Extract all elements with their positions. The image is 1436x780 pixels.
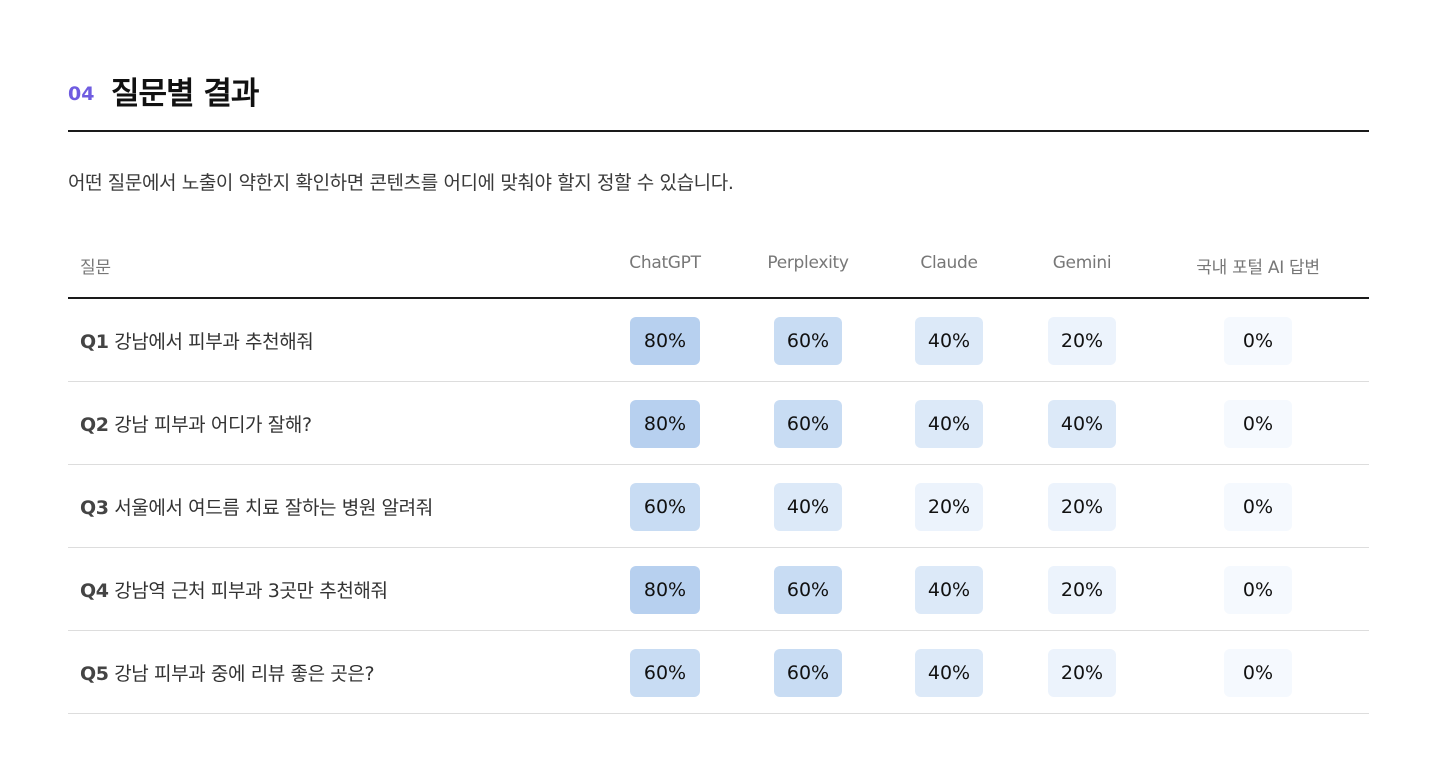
table-row: Q2 강남 피부과 어디가 잘해? 80% 60% 40% 40% 0% (68, 382, 1369, 465)
question-text: 강남역 근처 피부과 3곳만 추천해줘 (114, 580, 388, 602)
question-id: Q5 (80, 663, 109, 685)
column-header-chatgpt: ChatGPT (629, 253, 701, 273)
score-cell-claude: 40% (915, 566, 983, 614)
question-text: 서울에서 여드름 치료 잘하는 병원 알려줘 (114, 497, 433, 519)
score-cell-perplexity: 40% (774, 483, 842, 531)
score-cell-claude: 40% (915, 649, 983, 697)
table-row: Q4 강남역 근처 피부과 3곳만 추천해줘 80% 60% 40% 20% 0% (68, 548, 1369, 631)
question-id: Q4 (80, 580, 109, 602)
table-row: Q5 강남 피부과 중에 리뷰 좋은 곳은? 60% 60% 40% 20% 0% (68, 631, 1369, 714)
score-cell-portal-ai: 0% (1224, 566, 1292, 614)
question-text: 강남 피부과 어디가 잘해? (114, 414, 312, 436)
question-text: 강남에서 피부과 추천해줘 (114, 331, 314, 353)
score-cell-chatgpt: 60% (630, 483, 700, 531)
column-header-claude: Claude (920, 253, 978, 273)
question-id: Q3 (80, 497, 109, 519)
score-cell-chatgpt: 60% (630, 649, 700, 697)
column-header-question: 질문 (80, 258, 111, 278)
score-cell-chatgpt: 80% (630, 400, 700, 448)
score-cell-gemini: 20% (1048, 649, 1116, 697)
question-cell: Q3 서울에서 여드름 치료 잘하는 병원 알려줘 (80, 493, 433, 520)
section-title: 질문별 결과 (111, 76, 259, 112)
score-cell-claude: 40% (915, 400, 983, 448)
question-cell: Q4 강남역 근처 피부과 3곳만 추천해줘 (80, 576, 388, 603)
question-cell: Q1 강남에서 피부과 추천해줘 (80, 327, 314, 354)
score-cell-perplexity: 60% (774, 649, 842, 697)
score-cell-perplexity: 60% (774, 400, 842, 448)
table-row: Q1 강남에서 피부과 추천해줘 80% 60% 40% 20% 0% (68, 299, 1369, 382)
question-cell: Q2 강남 피부과 어디가 잘해? (80, 410, 312, 437)
score-cell-claude: 40% (915, 317, 983, 365)
score-cell-portal-ai: 0% (1224, 649, 1292, 697)
score-cell-chatgpt: 80% (630, 317, 700, 365)
question-text: 강남 피부과 중에 리뷰 좋은 곳은? (114, 663, 375, 685)
score-cell-gemini: 20% (1048, 566, 1116, 614)
score-cell-gemini: 40% (1048, 400, 1116, 448)
section-header: 04 질문별 결과 (68, 68, 1369, 132)
results-table: 질문 ChatGPT Perplexity Claude Gemini 국내 포… (68, 232, 1369, 714)
score-cell-portal-ai: 0% (1224, 317, 1292, 365)
score-cell-portal-ai: 0% (1224, 400, 1292, 448)
table-header: 질문 ChatGPT Perplexity Claude Gemini 국내 포… (68, 232, 1369, 299)
score-cell-gemini: 20% (1048, 317, 1116, 365)
table-body: Q1 강남에서 피부과 추천해줘 80% 60% 40% 20% 0% Q2 강남 피부과 … (68, 299, 1369, 714)
score-cell-claude: 20% (915, 483, 983, 531)
question-id: Q1 (80, 331, 109, 353)
column-header-perplexity: Perplexity (767, 253, 849, 273)
section-description: 어떤 질문에서 노출이 약한지 확인하면 콘텐츠를 어디에 맞춰야 할지 정할 … (68, 172, 734, 194)
column-header-gemini: Gemini (1052, 253, 1112, 273)
table-row: Q3 서울에서 여드름 치료 잘하는 병원 알려줘 60% 40% 20% 20% 0% (68, 465, 1369, 548)
question-id: Q2 (80, 414, 109, 436)
score-cell-portal-ai: 0% (1224, 483, 1292, 531)
score-cell-chatgpt: 80% (630, 566, 700, 614)
score-cell-perplexity: 60% (774, 317, 842, 365)
question-cell: Q5 강남 피부과 중에 리뷰 좋은 곳은? (80, 659, 375, 686)
score-cell-gemini: 20% (1048, 483, 1116, 531)
column-header-portal-ai: 국내 포털 AI 답변 (1196, 258, 1320, 278)
section-number: 04 (68, 83, 95, 105)
score-cell-perplexity: 60% (774, 566, 842, 614)
